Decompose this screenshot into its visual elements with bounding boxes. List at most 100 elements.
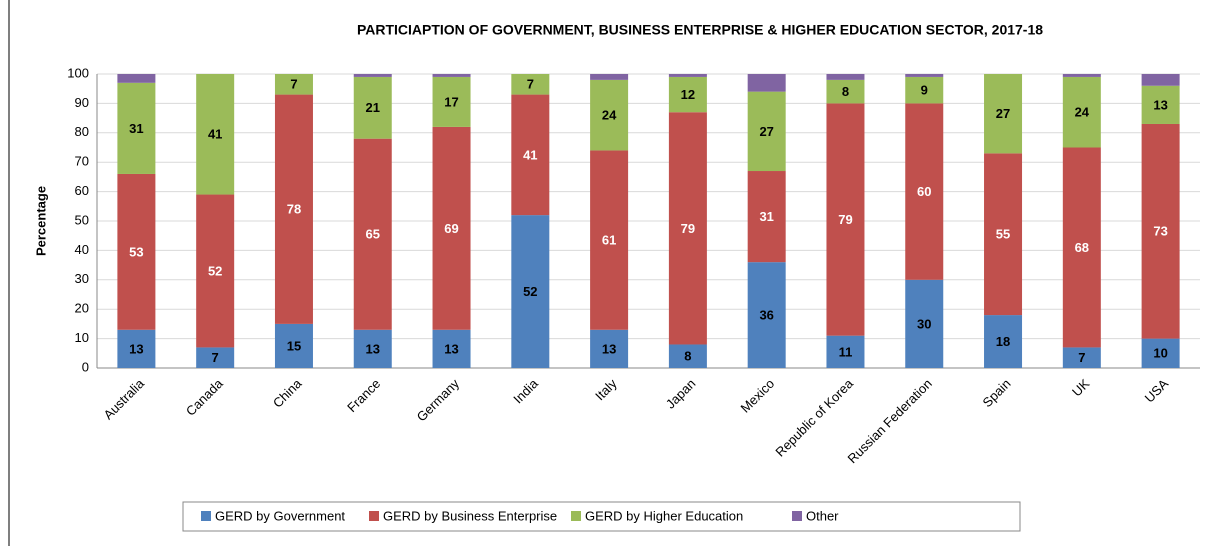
bar-segment	[826, 103, 865, 336]
data-label: 65	[366, 227, 380, 242]
x-tick-label: Australia	[101, 375, 148, 422]
data-label: 55	[996, 227, 1010, 242]
data-label: 27	[996, 106, 1010, 121]
bar-segment	[905, 76, 944, 104]
x-tick-label: UK	[1069, 376, 1093, 400]
bar-segment	[353, 74, 392, 77]
bar-segment	[353, 138, 392, 330]
data-label: 11	[839, 344, 853, 359]
bar-segment	[1062, 147, 1101, 348]
bar-segment	[1141, 338, 1180, 368]
bar-segment	[432, 76, 471, 127]
x-tick-label: USA	[1142, 376, 1172, 406]
data-label: 13	[444, 341, 458, 356]
y-tick-label: 70	[75, 154, 89, 169]
data-label: 68	[1075, 240, 1089, 255]
bar-segment	[905, 103, 944, 280]
legend-swatch	[369, 511, 379, 521]
bar-segment	[984, 74, 1023, 154]
bar-segment	[432, 74, 471, 77]
data-label: 13	[366, 341, 380, 356]
legend-label: Other	[806, 508, 839, 523]
y-tick-label: 60	[75, 183, 89, 198]
data-label: 36	[759, 308, 773, 323]
data-label: 79	[838, 212, 852, 227]
data-label: 13	[602, 341, 616, 356]
bar-segment	[826, 74, 865, 80]
bar-segment	[274, 74, 313, 95]
data-label: 31	[759, 209, 773, 224]
legend-label: GERD by Government	[215, 508, 345, 523]
data-label: 53	[129, 244, 143, 259]
data-label: 73	[1153, 224, 1167, 239]
y-tick-label: 40	[75, 242, 89, 257]
y-tick-label: 30	[75, 271, 89, 286]
data-label: 31	[129, 121, 143, 136]
y-tick-label: 20	[75, 301, 89, 316]
bar-segment	[1141, 123, 1180, 339]
bar-segment	[353, 329, 392, 368]
bar-segment	[1141, 85, 1180, 124]
data-label: 13	[1153, 97, 1167, 112]
bar-segment	[432, 329, 471, 368]
data-label: 24	[1075, 105, 1090, 120]
data-label: 79	[681, 221, 695, 236]
x-tick-label: Republic of Korea	[772, 375, 856, 459]
bar-segment	[1141, 74, 1180, 86]
bar-segment	[747, 74, 786, 92]
data-label: 18	[996, 334, 1010, 349]
x-tick-label: France	[344, 376, 383, 415]
bar-segment	[905, 74, 944, 77]
bar-segment	[826, 79, 865, 104]
data-label: 17	[444, 94, 458, 109]
bar-segment	[511, 74, 550, 95]
bar-segment	[353, 76, 392, 139]
bar-segment	[196, 347, 235, 368]
data-label: 52	[523, 284, 537, 299]
data-label: 10	[1153, 346, 1167, 361]
bar-segment	[905, 279, 944, 368]
data-label: 8	[684, 349, 691, 364]
bar-segment	[511, 94, 550, 216]
data-label: 7	[212, 350, 219, 365]
data-label: 61	[602, 233, 616, 248]
bar-segment	[826, 335, 865, 368]
data-label: 7	[1078, 350, 1085, 365]
data-label: 15	[287, 338, 301, 353]
data-label: 41	[523, 147, 537, 162]
data-label: 78	[287, 202, 301, 217]
bar-segment	[668, 74, 707, 77]
data-label: 52	[208, 263, 222, 278]
bar-segment	[274, 323, 313, 368]
legend-label: GERD by Business Enterprise	[383, 508, 557, 523]
y-axis-label: Percentage	[33, 186, 48, 256]
y-tick-label: 90	[75, 95, 89, 110]
x-tick-label: Germany	[414, 376, 463, 425]
bar-segment	[196, 194, 235, 348]
data-label: 21	[366, 100, 380, 115]
bar-segment	[984, 315, 1023, 368]
legend-swatch	[571, 511, 581, 521]
x-tick-label: India	[510, 375, 541, 406]
data-label: 12	[681, 87, 695, 102]
chart-title: PARTICIAPTION OF GOVERNMENT, BUSINESS EN…	[357, 22, 1043, 38]
y-tick-label: 80	[75, 124, 89, 139]
data-label: 69	[444, 221, 458, 236]
legend-swatch	[792, 511, 802, 521]
bar-segment	[1062, 347, 1101, 368]
data-label: 60	[917, 184, 931, 199]
bar-segment	[432, 126, 471, 330]
x-tick-label: Japan	[663, 376, 699, 412]
data-label: 7	[527, 77, 534, 92]
bar-segment	[747, 91, 786, 172]
x-tick-label: Canada	[183, 375, 226, 418]
bar-segment	[117, 82, 156, 174]
bar-segment	[1062, 76, 1101, 148]
bar-segment	[747, 171, 786, 263]
x-tick-label: China	[270, 375, 305, 410]
bar-segment	[1062, 74, 1101, 77]
bar-segment	[747, 262, 786, 368]
data-label: 8	[842, 84, 849, 99]
y-tick-label: 100	[67, 65, 89, 80]
